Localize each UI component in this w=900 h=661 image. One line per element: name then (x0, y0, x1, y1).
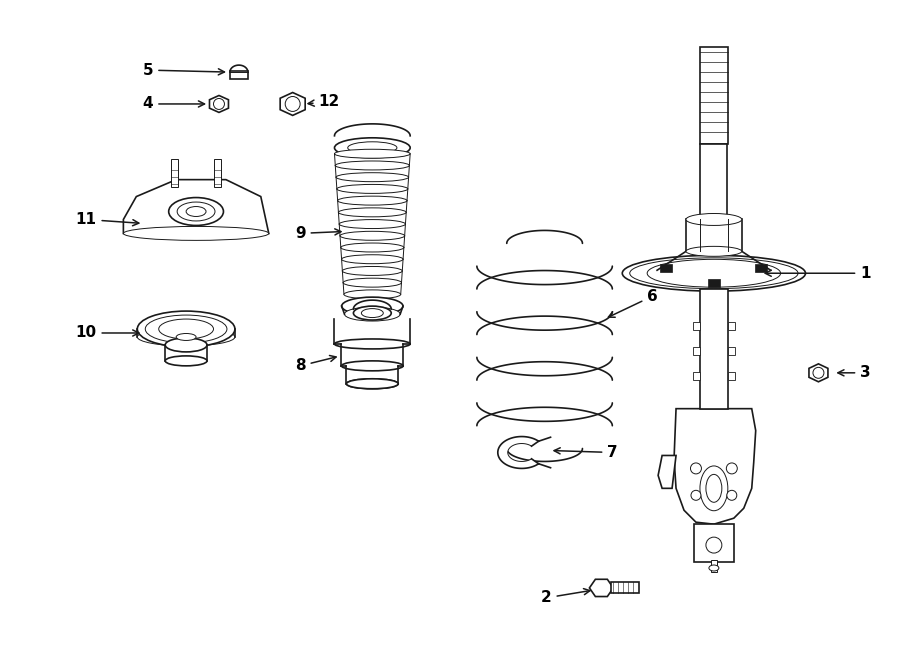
Ellipse shape (647, 259, 780, 287)
Bar (755, 264, 768, 272)
Ellipse shape (709, 565, 719, 571)
Text: 7: 7 (554, 445, 618, 460)
Bar (230, 71, 248, 79)
Ellipse shape (335, 339, 410, 349)
Polygon shape (674, 408, 756, 524)
Bar (728, 347, 734, 355)
Text: 1: 1 (765, 266, 871, 281)
Text: 12: 12 (308, 95, 340, 110)
Circle shape (690, 463, 701, 474)
Ellipse shape (346, 379, 398, 389)
Bar (693, 372, 700, 380)
Ellipse shape (346, 379, 398, 389)
Bar (728, 372, 734, 380)
Ellipse shape (138, 311, 235, 347)
Text: 8: 8 (295, 356, 336, 373)
Bar (661, 264, 672, 272)
Ellipse shape (186, 206, 206, 217)
Bar (693, 347, 700, 355)
Ellipse shape (336, 173, 409, 182)
Ellipse shape (339, 219, 405, 229)
Ellipse shape (335, 137, 410, 158)
Polygon shape (809, 364, 828, 382)
Ellipse shape (123, 227, 269, 241)
Ellipse shape (342, 297, 403, 315)
Bar (214, 159, 221, 186)
Polygon shape (123, 180, 269, 233)
Ellipse shape (341, 243, 404, 252)
Bar (700, 289, 728, 408)
Ellipse shape (338, 208, 406, 217)
Ellipse shape (345, 307, 400, 321)
Circle shape (813, 368, 824, 378)
Ellipse shape (343, 278, 401, 287)
Ellipse shape (347, 142, 397, 154)
Ellipse shape (344, 290, 400, 299)
Text: 6: 6 (608, 289, 658, 317)
Ellipse shape (630, 258, 798, 289)
Bar (708, 279, 720, 287)
Polygon shape (694, 524, 733, 562)
Ellipse shape (166, 356, 207, 366)
Polygon shape (280, 93, 305, 116)
Ellipse shape (176, 334, 196, 340)
Ellipse shape (342, 266, 402, 276)
Ellipse shape (336, 161, 410, 170)
Ellipse shape (354, 306, 392, 320)
Ellipse shape (138, 328, 235, 346)
Ellipse shape (362, 309, 383, 317)
Ellipse shape (338, 196, 407, 205)
Bar (728, 322, 734, 330)
Circle shape (285, 97, 300, 112)
Circle shape (726, 463, 737, 474)
Text: 11: 11 (76, 212, 139, 227)
Ellipse shape (158, 319, 213, 339)
Ellipse shape (168, 198, 223, 225)
Ellipse shape (335, 149, 410, 158)
Circle shape (691, 490, 701, 500)
Bar (700, 47, 728, 144)
Text: 4: 4 (142, 97, 204, 112)
Text: 2: 2 (541, 588, 590, 605)
Ellipse shape (342, 254, 403, 264)
Polygon shape (498, 436, 538, 469)
Bar (611, 582, 639, 594)
Circle shape (706, 537, 722, 553)
Bar (700, 144, 727, 219)
Bar (693, 322, 700, 330)
Text: 9: 9 (295, 226, 341, 241)
Ellipse shape (145, 315, 227, 343)
Bar (686, 219, 742, 251)
Ellipse shape (340, 231, 405, 240)
Ellipse shape (341, 361, 403, 371)
Text: 10: 10 (76, 325, 139, 340)
Ellipse shape (686, 214, 742, 225)
Bar (171, 159, 177, 186)
Polygon shape (210, 95, 229, 112)
Bar (711, 560, 717, 572)
Ellipse shape (337, 184, 408, 194)
Circle shape (213, 98, 224, 110)
Ellipse shape (166, 338, 207, 352)
Ellipse shape (686, 247, 742, 256)
Text: 3: 3 (838, 366, 871, 380)
Ellipse shape (177, 202, 215, 221)
Polygon shape (658, 455, 676, 488)
Polygon shape (590, 579, 613, 596)
Circle shape (727, 490, 737, 500)
Ellipse shape (622, 255, 806, 291)
Text: 5: 5 (142, 63, 224, 77)
